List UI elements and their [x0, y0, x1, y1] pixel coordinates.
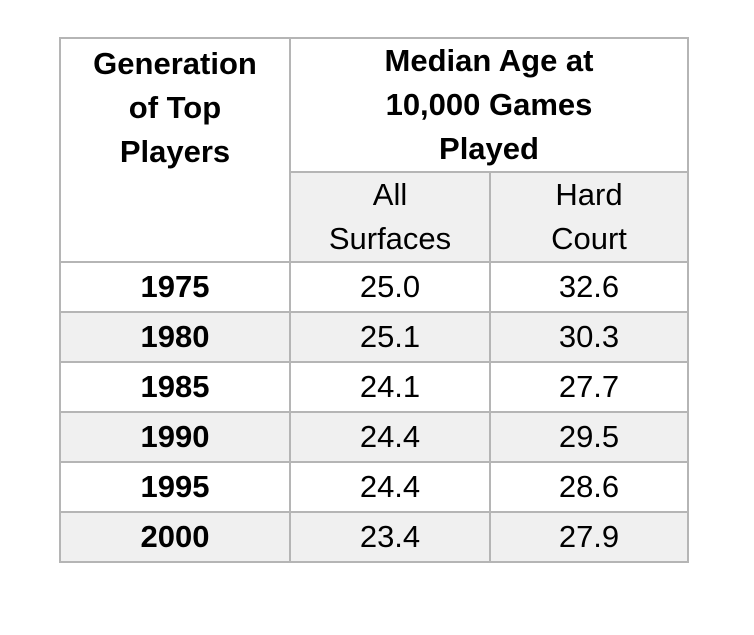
table-row-2000: 2000 23.4 27.9 — [59, 511, 689, 563]
hard-court-column-header: Hard Court — [489, 171, 689, 263]
hard-court-cell: 30.3 — [489, 311, 689, 363]
hard-court-cell: 32.6 — [489, 261, 689, 313]
generation-cell: 1985 — [59, 361, 291, 413]
all-surfaces-cell: 25.0 — [289, 261, 491, 313]
hard-court-cell: 27.9 — [489, 511, 689, 563]
all-surfaces-cell: 24.4 — [289, 461, 491, 513]
hard-court-cell: 28.6 — [489, 461, 689, 513]
generation-cell: 1990 — [59, 411, 291, 463]
generation-cell: 2000 — [59, 511, 291, 563]
generation-cell: 1975 — [59, 261, 291, 313]
all-surfaces-cell: 24.4 — [289, 411, 491, 463]
hard-court-cell: 27.7 — [489, 361, 689, 413]
all-surfaces-cell: 24.1 — [289, 361, 491, 413]
generation-cell: 1995 — [59, 461, 291, 513]
table-row-1975: 1975 25.0 32.6 — [59, 261, 689, 313]
hard-court-cell: 29.5 — [489, 411, 689, 463]
median-age-group-header: Median Age at 10,000 Games Played — [289, 37, 689, 173]
all-surfaces-cell: 25.1 — [289, 311, 491, 363]
all-surfaces-cell: 23.4 — [289, 511, 491, 563]
all-surfaces-column-header: All Surfaces — [289, 171, 491, 263]
header-row-group: Generation of Top Players Median Age at … — [59, 37, 689, 263]
header-row-sub: All Surfaces Hard Court — [60, 171, 689, 263]
table-row-1980: 1980 25.1 30.3 — [59, 311, 689, 363]
table-row-1990: 1990 24.4 29.5 — [59, 411, 689, 463]
median-age-table: Generation of Top Players Median Age at … — [59, 37, 689, 563]
table-row-1995: 1995 24.4 28.6 — [59, 461, 689, 513]
table-row-1985: 1985 24.1 27.7 — [59, 361, 689, 413]
generation-cell: 1980 — [59, 311, 291, 363]
generation-column-header: Generation of Top Players — [59, 37, 291, 263]
